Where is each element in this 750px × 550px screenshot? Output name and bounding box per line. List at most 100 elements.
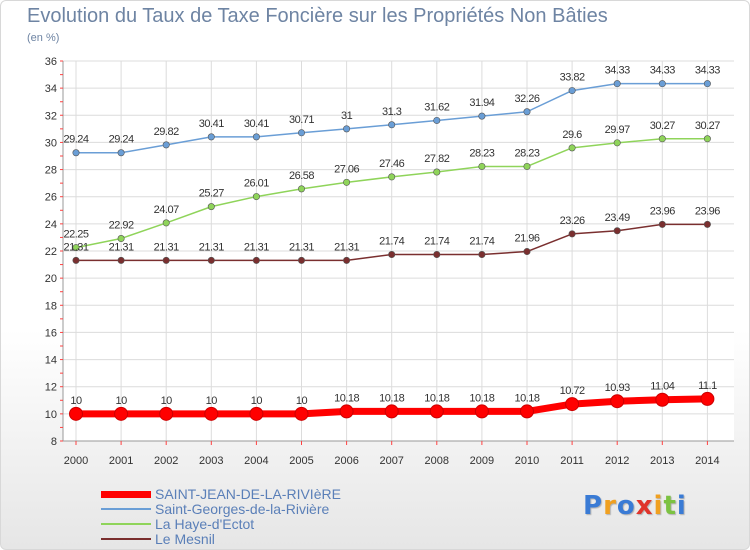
data-point — [613, 80, 621, 88]
data-label: 22.25 — [63, 229, 88, 241]
data-point — [72, 256, 80, 264]
data-point — [252, 256, 260, 264]
data-point — [207, 203, 215, 211]
data-label: 27.06 — [334, 163, 359, 175]
data-label: 21.31 — [334, 241, 359, 253]
data-point — [114, 406, 129, 421]
y-tick-label: 12 — [45, 382, 57, 394]
logo-letter: r — [603, 491, 617, 521]
data-label: 10.18 — [334, 392, 359, 404]
data-label: 10 — [206, 395, 218, 407]
data-point — [162, 219, 170, 227]
x-tick-label: 2014 — [695, 455, 719, 467]
y-tick-label: 36 — [45, 56, 57, 68]
data-label: 33.82 — [560, 72, 585, 84]
data-label: 26.58 — [289, 170, 314, 182]
data-label: 30.27 — [650, 120, 675, 132]
data-label: 26.01 — [244, 178, 269, 190]
data-point — [343, 256, 351, 264]
data-point — [523, 162, 531, 170]
data-point — [658, 80, 666, 88]
data-point — [433, 116, 441, 124]
data-label: 21.96 — [514, 233, 539, 245]
x-tick-label: 2013 — [650, 455, 674, 467]
data-point — [252, 193, 260, 201]
data-label: 11.1 — [698, 380, 717, 392]
data-label: 21.31 — [154, 241, 179, 253]
data-point — [478, 112, 486, 120]
data-point — [384, 404, 399, 419]
legend-swatch-la-haye — [101, 523, 151, 525]
chart-title: Evolution du Taux de Taxe Foncière sur l… — [27, 5, 608, 27]
data-label: 29.6 — [562, 129, 582, 141]
data-label: 28.23 — [514, 147, 539, 159]
data-point — [568, 230, 576, 238]
data-point — [700, 391, 715, 406]
data-label: 10.93 — [605, 382, 630, 394]
legend-swatch-saint-jean — [101, 490, 151, 498]
data-point — [433, 168, 441, 176]
logo-letter: i — [653, 491, 664, 521]
x-tick-label: 2006 — [334, 455, 358, 467]
data-label: 29.24 — [63, 134, 88, 146]
data-label: 10.18 — [469, 392, 494, 404]
data-point — [478, 251, 486, 259]
data-label: 31.3 — [382, 106, 402, 118]
data-label: 10 — [161, 395, 173, 407]
data-point — [613, 139, 621, 147]
legend-label-saint-georges: Saint-Georges-de-la-Rivière — [155, 501, 330, 517]
legend-label-le-mesnil: Le Mesnil — [155, 531, 215, 547]
data-point — [520, 404, 534, 419]
data-label: 10 — [296, 395, 308, 407]
data-label: 10.18 — [379, 392, 404, 404]
data-point — [388, 121, 396, 129]
data-label: 10.72 — [560, 385, 585, 397]
data-label: 29.24 — [109, 134, 134, 146]
data-point — [117, 256, 125, 264]
data-label: 10.18 — [514, 392, 539, 404]
data-point — [72, 149, 80, 157]
data-point — [252, 133, 260, 141]
data-point — [658, 135, 666, 143]
data-label: 30.41 — [244, 118, 269, 130]
data-label: 22.92 — [109, 220, 134, 232]
data-label: 27.82 — [424, 153, 449, 165]
data-label: 10 — [251, 395, 263, 407]
data-point — [297, 256, 305, 264]
legend-item-saint-georges: Saint-Georges-de-la-Rivière — [101, 501, 330, 517]
data-label: 21.31 — [199, 241, 224, 253]
y-tick-label: 18 — [45, 300, 57, 312]
data-point — [433, 251, 441, 259]
data-label: 27.46 — [379, 158, 404, 170]
legend-item-saint-jean: SAINT-JEAN-DE-LA-RIVIèRE — [101, 486, 341, 502]
y-tick-label: 30 — [45, 137, 57, 149]
data-point — [297, 185, 305, 193]
x-tick-label: 2001 — [109, 455, 133, 467]
data-label: 30.27 — [695, 120, 720, 132]
x-tick-label: 2007 — [379, 455, 403, 467]
data-point — [388, 251, 396, 259]
logo-letter: o — [616, 491, 636, 521]
data-label: 21.31 — [289, 241, 314, 253]
x-tick-label: 2012 — [605, 455, 629, 467]
data-point — [703, 135, 711, 143]
data-label: 23.49 — [605, 212, 630, 224]
x-tick-label: 2011 — [560, 455, 584, 467]
data-label: 34.33 — [695, 65, 720, 77]
data-label: 29.97 — [605, 124, 630, 136]
x-tick-label: 2010 — [515, 455, 539, 467]
data-label: 34.33 — [605, 65, 630, 77]
x-tick-label: 2009 — [470, 455, 494, 467]
legend-item-la-haye: La Haye-d'Ectot — [101, 516, 254, 532]
data-label: 21.31 — [63, 241, 88, 253]
data-point — [474, 404, 489, 419]
data-label: 11.04 — [650, 381, 675, 393]
data-label: 23.96 — [650, 205, 675, 217]
logo-letter: i — [676, 491, 687, 521]
data-point — [297, 129, 305, 137]
data-label: 31 — [341, 110, 353, 122]
legend-swatch-le-mesnil — [101, 538, 151, 540]
data-label: 23.96 — [695, 205, 720, 217]
